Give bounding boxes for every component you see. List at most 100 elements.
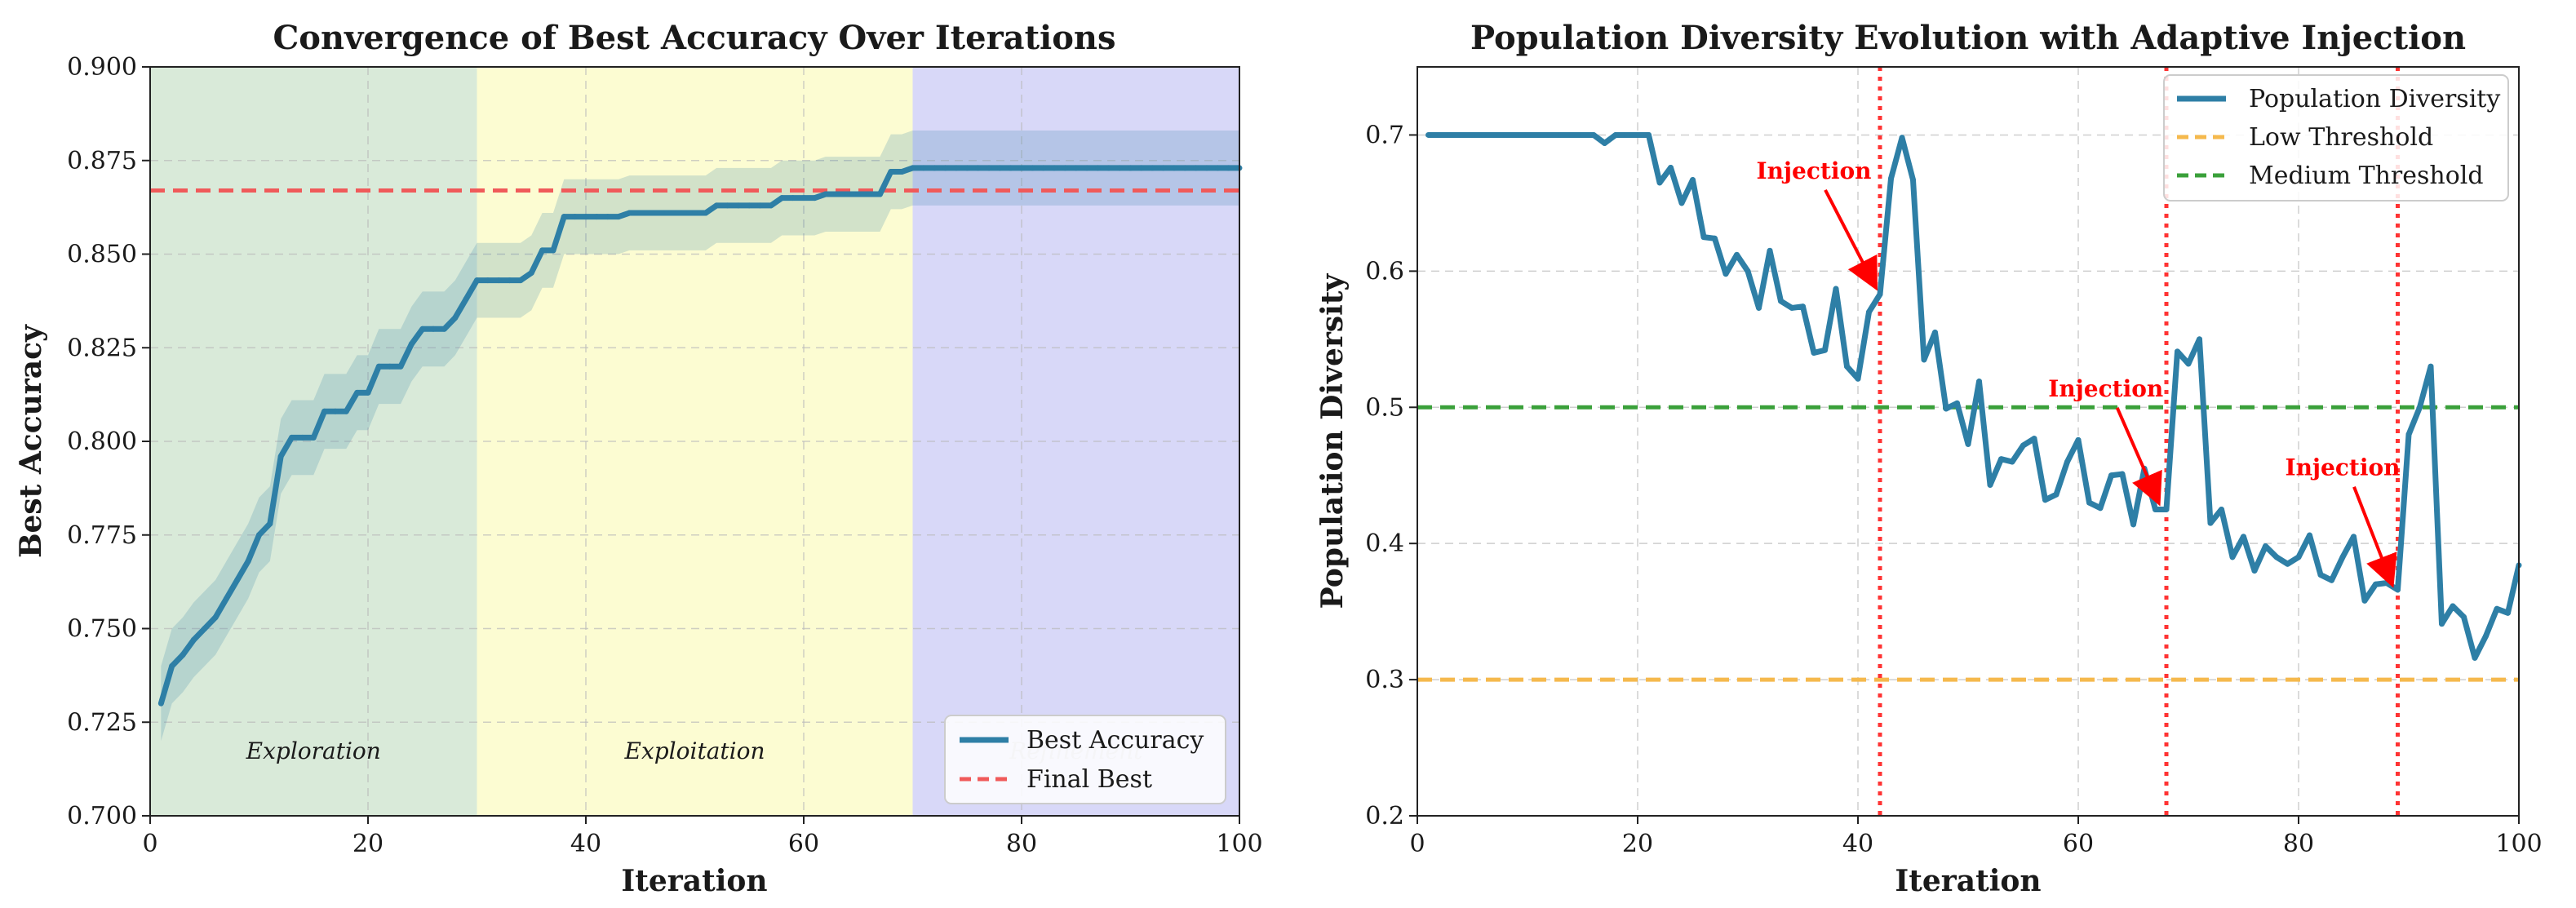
best-accuracy-point [408, 341, 415, 348]
best-accuracy-point [757, 202, 764, 209]
y-tick-label: 0.900 [67, 53, 137, 82]
best-accuracy-point [833, 191, 840, 197]
best-accuracy-point [1226, 165, 1232, 171]
population-diversity-point [1800, 303, 1806, 310]
population-diversity-point [1734, 251, 1740, 258]
y-tick-label: 0.6 [1365, 257, 1404, 286]
population-diversity-point [1646, 131, 1652, 138]
population-diversity-point [2153, 506, 2158, 512]
population-diversity-point [2285, 560, 2290, 567]
best-accuracy-point [1084, 165, 1090, 171]
best-accuracy-point [245, 558, 251, 565]
legend-label: Medium Threshold [2249, 162, 2484, 190]
population-diversity-point [2295, 554, 2302, 560]
population-diversity-point [2130, 521, 2136, 528]
best-accuracy-point [1171, 165, 1177, 171]
population-diversity-point [1448, 131, 1453, 138]
population-diversity-point [2483, 633, 2489, 640]
population-diversity-point [2263, 543, 2268, 550]
y-tick-label: 0.700 [67, 802, 137, 830]
best-accuracy-point [1062, 165, 1068, 171]
population-diversity-point [2439, 621, 2445, 627]
x-tick-label: 40 [1842, 830, 1873, 858]
accuracy-chart: 0 20 40 60 80 100 0.7000.7250.7500.7750.8000.… [14, 19, 1263, 898]
best-accuracy-point [430, 326, 437, 332]
best-accuracy-point [474, 277, 480, 284]
population-diversity-point [2361, 597, 2368, 604]
population-diversity-point [2207, 520, 2214, 526]
best-accuracy-point [463, 296, 469, 303]
best-accuracy-point [703, 210, 709, 216]
best-accuracy-point [1073, 165, 1080, 171]
legend-box [944, 715, 1226, 804]
population-diversity-point [1678, 200, 1685, 206]
population-diversity-point [2219, 506, 2224, 512]
best-accuracy-points [157, 165, 1243, 706]
injection-arrow [1824, 188, 1878, 291]
best-accuracy-point [561, 214, 567, 220]
population-diversity-point [1590, 131, 1597, 138]
x-tick-label: 20 [352, 830, 384, 858]
best-accuracy-point [190, 636, 197, 643]
best-accuracy-point [942, 165, 949, 171]
best-accuracy-point [778, 195, 785, 202]
best-accuracy-point [790, 195, 796, 202]
population-diversity-point [2097, 505, 2104, 512]
best-accuracy-point [572, 214, 579, 220]
best-accuracy-point [234, 577, 241, 583]
legend-label: Final Best [1026, 765, 1152, 794]
best-accuracy-point [735, 202, 742, 209]
best-accuracy-point [550, 247, 556, 254]
population-diversity-point [1656, 179, 1663, 186]
population-diversity-point [1932, 329, 1938, 335]
best-accuracy-point [223, 596, 229, 602]
population-diversity-point [2307, 532, 2312, 538]
population-diversity-point [1602, 140, 1607, 146]
population-diversity-point [2273, 554, 2280, 560]
best-accuracy-point [1214, 165, 1221, 171]
injection-markers [1878, 67, 2400, 816]
population-diversity-point [2031, 436, 2037, 442]
best-accuracy-point [321, 408, 328, 414]
legend-label: Low Threshold [2249, 123, 2433, 152]
injection-annotation: Injection [2048, 375, 2163, 402]
best-accuracy-point [289, 434, 295, 441]
population-diversity-point [1822, 347, 1828, 353]
population-diversity-point [2417, 404, 2423, 410]
best-accuracy-point [768, 202, 774, 209]
population-diversity-point [2119, 471, 2126, 477]
population-diversity-line [1428, 131, 2519, 661]
population-diversity-point [2373, 581, 2379, 587]
population-diversity-point [1745, 268, 1751, 274]
best-accuracy-point [419, 326, 426, 332]
best-accuracy-point [975, 165, 982, 171]
y-tick-label: 0.800 [67, 427, 137, 456]
best-accuracy-point [1106, 165, 1112, 171]
accuracy-confidence-band [161, 131, 1239, 742]
best-accuracy-point [299, 434, 306, 441]
best-accuracy-point [387, 363, 393, 370]
best-accuracy-point [1116, 165, 1123, 171]
population-diversity-point [1436, 131, 1443, 138]
best-accuracy-point [528, 269, 534, 276]
x-tick-label: 40 [570, 830, 601, 858]
population-diversity-point [2241, 534, 2246, 540]
best-accuracy-point [169, 662, 175, 669]
legend-label: Population Diversity [2249, 85, 2500, 113]
best-accuracy-point [485, 277, 491, 284]
best-accuracy-point [593, 214, 600, 220]
population-diversity-point [1668, 165, 1674, 171]
population-diversity-point [2042, 497, 2048, 503]
y-tick-label: 0.850 [67, 241, 137, 269]
best-accuracy-point [910, 165, 916, 171]
population-diversity-point [1756, 304, 1762, 311]
x-tick-label: 0 [142, 830, 157, 858]
population-diversity-point [2351, 534, 2357, 540]
population-diversity-point [1899, 135, 1905, 141]
population-diversity-point [1723, 271, 1729, 277]
population-diversity-point [1558, 131, 1563, 138]
best-accuracy-point [964, 165, 970, 171]
population-diversity-point [2108, 472, 2114, 479]
best-accuracy-point [267, 520, 273, 527]
best-accuracy-point [1094, 165, 1101, 171]
